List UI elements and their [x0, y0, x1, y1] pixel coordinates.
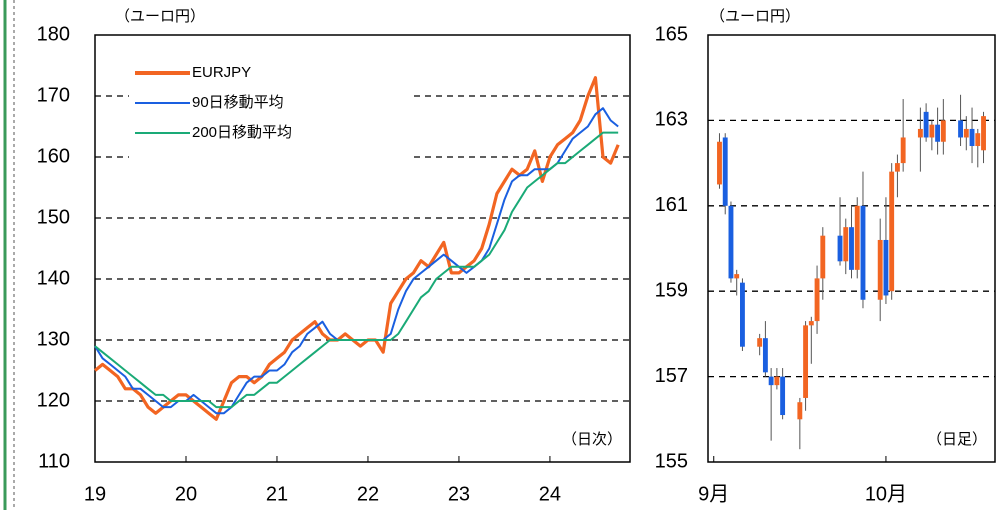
charts: 110 120 130 140 150 160 170 180 19 20 21 22 23 24 （ユーロ… [37, 8, 996, 505]
candle-body [780, 376, 786, 416]
candle-body [762, 338, 768, 373]
legend-label: EURJPY [192, 64, 251, 81]
candle-body [854, 205, 860, 270]
x-tick-label: 20 [175, 483, 197, 505]
y-tick-label: 130 [37, 328, 70, 350]
candle-body [843, 227, 849, 262]
y-tick-label: 165 [655, 23, 688, 45]
series-line [94, 131, 619, 409]
candle-body [900, 137, 906, 164]
candle-body [940, 120, 946, 142]
series-line [93, 76, 620, 421]
candle-body [849, 227, 854, 270]
candle-body [808, 321, 814, 326]
candle-body [717, 141, 722, 185]
y-tick-label: 163 [655, 109, 688, 131]
x-tick-label: 19 [84, 483, 106, 505]
y-tick-label: 170 [37, 84, 70, 106]
y-tick-label: 140 [37, 267, 70, 289]
x-tick-label: 9月 [698, 483, 729, 505]
candle-body [975, 133, 981, 147]
legend-label: 200日移動平均 [192, 124, 292, 141]
y-tick-label: 161 [655, 194, 688, 216]
candle-body [963, 128, 969, 138]
y-tick-label: 180 [37, 23, 70, 45]
x-tick-label: 24 [539, 483, 561, 505]
unit-label: （ユーロ円） [710, 8, 800, 25]
candle-body [820, 235, 826, 279]
plot-frame [94, 34, 631, 463]
candle-body [837, 235, 843, 262]
candle-body [728, 205, 734, 279]
y-tick-label: 160 [37, 145, 70, 167]
candle-body [803, 325, 809, 398]
note: （日次） [562, 431, 622, 448]
candle-body [734, 274, 740, 279]
candle-body [889, 171, 895, 292]
candle-body [958, 120, 963, 138]
candle-body [883, 239, 889, 296]
candle-body [917, 128, 923, 138]
unit-label: （ユーロ円） [115, 8, 205, 25]
y-tick-label: 155 [655, 450, 688, 472]
candle-body [894, 163, 900, 172]
x-tick-label: 22 [357, 483, 379, 505]
candle-body [929, 124, 935, 138]
candle-body [757, 338, 763, 347]
legend-label: 90日移動平均 [192, 94, 284, 111]
y-tick-label: 110 [38, 450, 70, 472]
y-tick-label: 159 [655, 279, 688, 301]
candle-body [774, 376, 780, 386]
candle-body [877, 239, 883, 300]
candle-body [722, 137, 728, 206]
candle-body [797, 402, 803, 420]
x-tick-label: 21 [266, 483, 288, 505]
y-tick-label: 157 [655, 365, 688, 387]
candle-body [740, 282, 745, 347]
series-layer [93, 76, 620, 421]
y-tick-label: 150 [37, 206, 70, 228]
x-tick-label: 10月 [865, 483, 907, 505]
candle-body [860, 205, 866, 300]
x-tick-label: 23 [448, 483, 470, 505]
note: （日足） [927, 431, 987, 448]
candle-body [814, 278, 820, 322]
candle-body [981, 116, 986, 151]
plot-frame [707, 34, 996, 463]
candle-body [768, 376, 774, 386]
candle-body [923, 111, 929, 138]
candle-body [969, 128, 975, 147]
y-tick-label: 120 [37, 389, 70, 411]
candle-body [935, 124, 941, 142]
